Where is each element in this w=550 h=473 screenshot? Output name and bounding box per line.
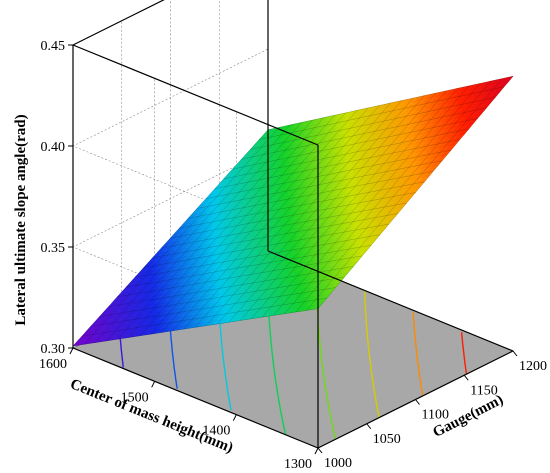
y-tick bbox=[69, 347, 74, 355]
z-tick-label: 0.35 bbox=[41, 241, 66, 256]
x-tick-label: 1050 bbox=[373, 432, 401, 447]
x-tick bbox=[463, 374, 469, 381]
y-tick-label: 1600 bbox=[39, 357, 67, 372]
contour-line bbox=[460, 332, 468, 375]
z-axis-title: Lateral ultimate slope angle(rad) bbox=[13, 114, 29, 325]
contour-line bbox=[412, 311, 424, 397]
z-tick-label: 0.45 bbox=[41, 39, 66, 54]
x-tick bbox=[366, 423, 372, 430]
x-tick bbox=[415, 399, 420, 405]
y-tick bbox=[151, 381, 156, 388]
x-tick-label: 1200 bbox=[519, 359, 547, 374]
y-tick bbox=[232, 414, 237, 421]
x-tick bbox=[512, 350, 518, 357]
x-tick bbox=[317, 447, 323, 454]
z-tick-label: 0.30 bbox=[41, 342, 66, 357]
x-tick-label: 1000 bbox=[324, 456, 352, 471]
y-tick-label: 1300 bbox=[284, 457, 312, 472]
z-tick-label: 0.40 bbox=[41, 140, 66, 155]
y-tick bbox=[314, 447, 319, 455]
contour-line bbox=[364, 291, 380, 418]
